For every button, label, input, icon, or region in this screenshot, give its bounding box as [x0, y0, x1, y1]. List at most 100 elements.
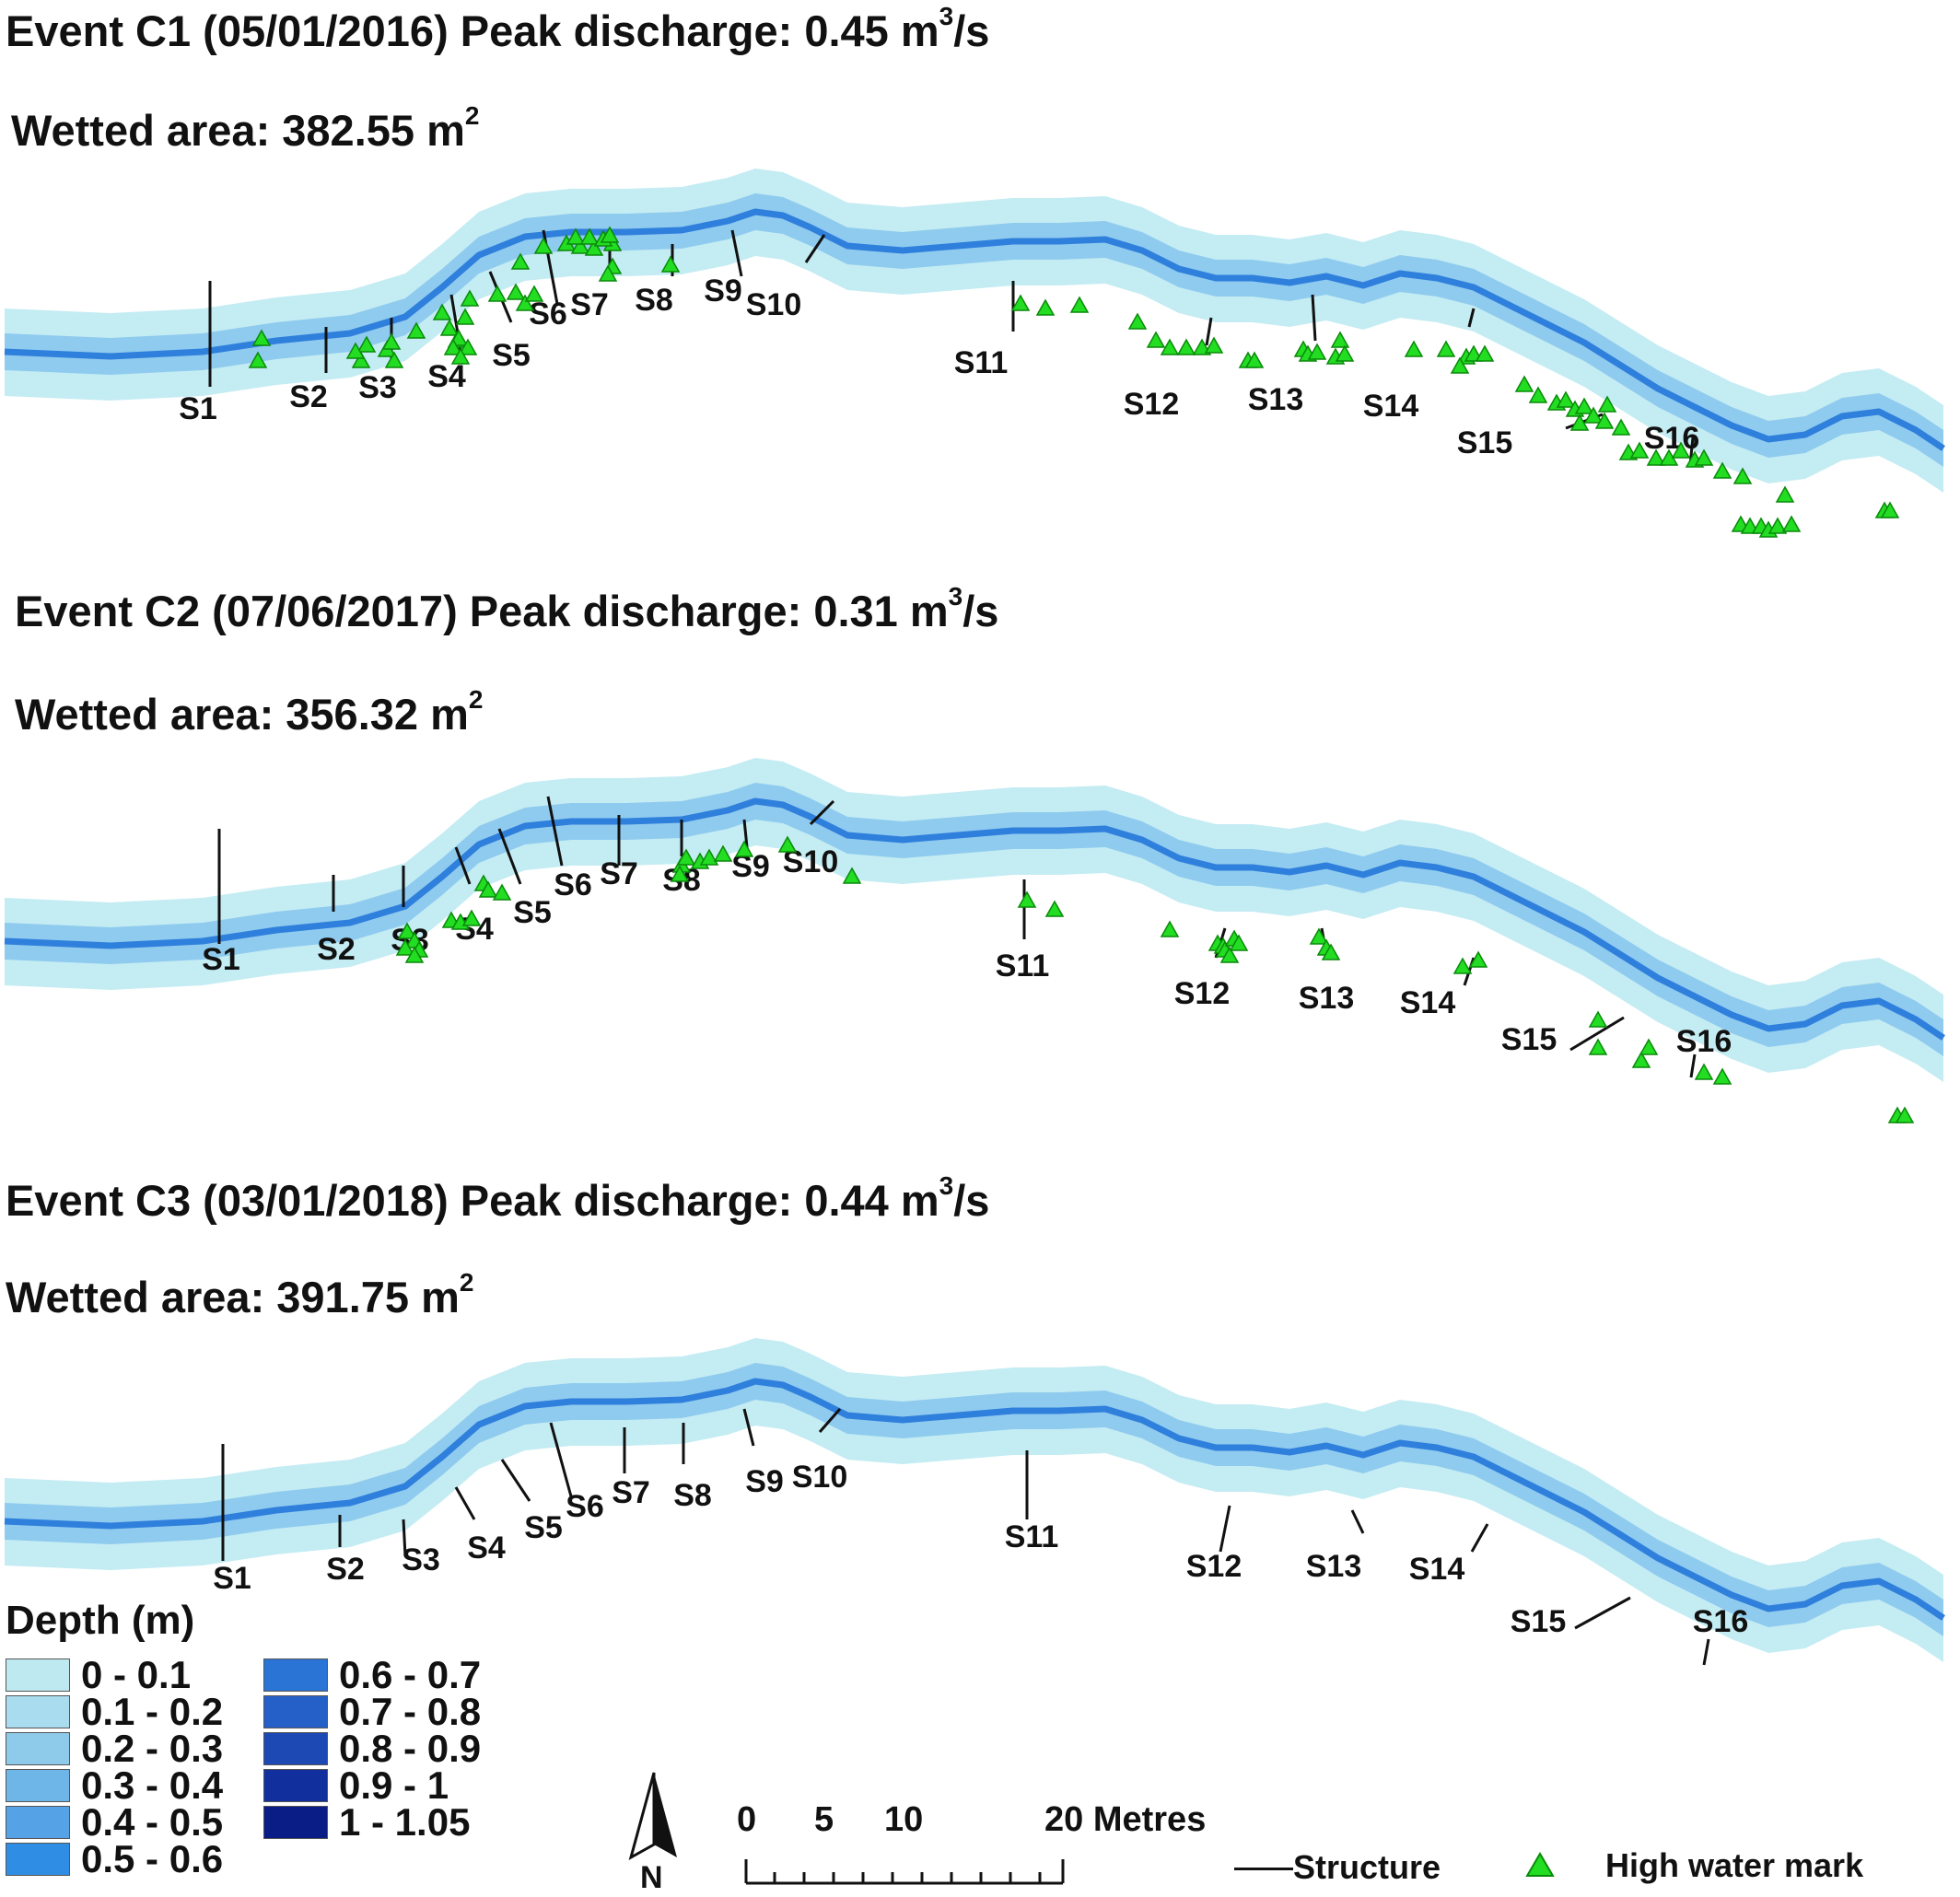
legend-label: 0.4 - 0.5	[81, 1800, 224, 1844]
high-water-mark	[443, 338, 463, 355]
structure-line	[500, 1459, 531, 1502]
panel-2-title-sup: 3	[948, 582, 963, 611]
map-c1: S1 S2 S3 S4 S5 S6 S7 S8 S9 S10 S11 S12 S13 S14 S15 S16	[4, 169, 1945, 538]
wetted-area-mid	[5, 193, 1943, 467]
high-water-mark	[460, 289, 480, 307]
high-water-mark	[1775, 485, 1795, 503]
high-water-mark	[455, 308, 475, 325]
panel-3-area: Wetted area: 391.75 m2	[6, 1270, 473, 1321]
structure-label: S15	[1511, 1604, 1567, 1639]
structure-label: S8	[673, 1478, 712, 1513]
high-water-mark	[432, 303, 452, 320]
panel-3-title-unit: /s	[953, 1176, 990, 1225]
high-water-mark	[1127, 312, 1148, 330]
high-water-mark	[395, 938, 415, 956]
legend-swatch	[263, 1769, 328, 1802]
thalweg-line	[4, 797, 1945, 1041]
structure-label: S5	[524, 1510, 563, 1545]
high-water-mark	[1694, 1063, 1714, 1080]
scale-tick-20: 20 Metres	[1044, 1800, 1207, 1839]
high-water-mark	[579, 227, 600, 245]
high-water-mark	[1880, 501, 1900, 518]
high-water-mark	[1629, 441, 1650, 459]
panel-3-title-text: Event C3 (03/01/2018) Peak discharge: 0.…	[6, 1176, 939, 1225]
high-water-mark	[1712, 461, 1732, 479]
high-water-mark	[570, 237, 590, 254]
legend-row: 0.6 - 0.7	[263, 1653, 481, 1696]
structure-label: S15	[1457, 425, 1513, 460]
high-water-mark	[1321, 943, 1341, 960]
structure-label: S14	[1409, 1552, 1465, 1587]
high-water-mark	[1044, 900, 1065, 917]
high-water-mark	[345, 342, 366, 359]
legend-swatch	[6, 1732, 70, 1765]
structure-line	[1467, 308, 1476, 328]
panel-2-title: Event C2 (07/06/2017) Peak discharge: 0.…	[15, 584, 998, 635]
structure-key: Structure	[1234, 1846, 1474, 1888]
high-water-mark	[450, 347, 471, 365]
legend-row: 0.1 - 0.2	[6, 1690, 223, 1733]
high-water-mark	[1639, 1038, 1659, 1055]
structure-label: S4	[427, 359, 466, 394]
high-water-mark	[1176, 338, 1196, 355]
structure-line	[818, 1408, 842, 1433]
high-water-mark	[1588, 1038, 1608, 1055]
high-water-mark	[1010, 294, 1031, 311]
legend-row: 1 - 1.05	[263, 1800, 470, 1844]
structure-label: S5	[513, 895, 552, 930]
high-water-mark	[248, 351, 268, 368]
scale-bar: 0 5 10 20 Metres	[737, 1800, 1206, 1892]
high-water-mark	[699, 848, 719, 866]
high-water-mark	[1450, 356, 1470, 374]
north-arrow-label: N	[640, 1860, 663, 1895]
panel-3-area-text: Wetted area: 391.75 m	[6, 1273, 460, 1321]
panel-2-title-text: Event C2 (07/06/2017) Peak discharge: 0.…	[15, 587, 949, 635]
structure-line	[1689, 1053, 1697, 1078]
legend-row: 0.3 - 0.4	[6, 1763, 223, 1807]
panel-1-title: Event C1 (05/01/2016) Peak discharge: 0.…	[6, 4, 990, 55]
legend-label: 0.2 - 0.3	[81, 1727, 224, 1770]
scale-tick-10: 10	[884, 1800, 924, 1839]
high-water-mark	[461, 909, 482, 926]
structure-label: S15	[1501, 1022, 1558, 1057]
high-water-mark	[458, 338, 478, 355]
high-water-mark	[439, 319, 460, 336]
high-water-mark	[356, 335, 377, 353]
high-water-mark	[1594, 412, 1615, 429]
legend-label: 0.6 - 0.7	[339, 1653, 482, 1696]
structure-label: S13	[1248, 382, 1304, 417]
legend-swatch	[6, 1769, 70, 1802]
legend-swatch	[6, 1806, 70, 1839]
high-water-mark	[670, 865, 690, 882]
high-water-mark	[734, 840, 754, 857]
high-water-mark	[1309, 927, 1329, 945]
high-water-mark	[777, 835, 798, 853]
high-water-mark	[1335, 344, 1355, 362]
high-water-mark	[406, 321, 426, 339]
high-water-mark	[1436, 340, 1456, 357]
structure-label: S13	[1299, 981, 1355, 1016]
high-water-mark	[533, 237, 554, 254]
high-water-mark	[598, 264, 618, 282]
panel-1-area: Wetted area: 382.55 m2	[11, 103, 479, 153]
high-water-mark	[842, 867, 862, 884]
map-panel-c3: S1 S2 S3 S4 S5 S6 S7 S8 S9 S10 S11 S12 S13 S14 S15 S16	[0, 1335, 1960, 1750]
legend-label: 0.3 - 0.4	[81, 1763, 224, 1807]
north-arrow-icon	[628, 1772, 677, 1861]
wetted-area-mid	[5, 783, 1943, 1056]
panel-1-title-unit: /s	[953, 6, 990, 55]
structure-label: S1	[213, 1561, 251, 1596]
high-water-mark	[1035, 298, 1056, 316]
panel-2-area-text: Wetted area: 356.32 m	[15, 690, 469, 739]
structure-line	[1205, 317, 1213, 346]
legend-swatch	[263, 1658, 328, 1692]
map-panel-c1: S1 S2 S3 S4 S5 S6 S7 S8 S9 S10 S11 S12 S13 S14 S15 S16	[0, 166, 1960, 571]
structure-line	[1569, 1016, 1625, 1052]
legend-row: 0.7 - 0.8	[263, 1690, 481, 1733]
structure-line	[497, 828, 522, 885]
structure-label: S9	[745, 1464, 784, 1499]
high-water-mark	[1468, 950, 1488, 968]
